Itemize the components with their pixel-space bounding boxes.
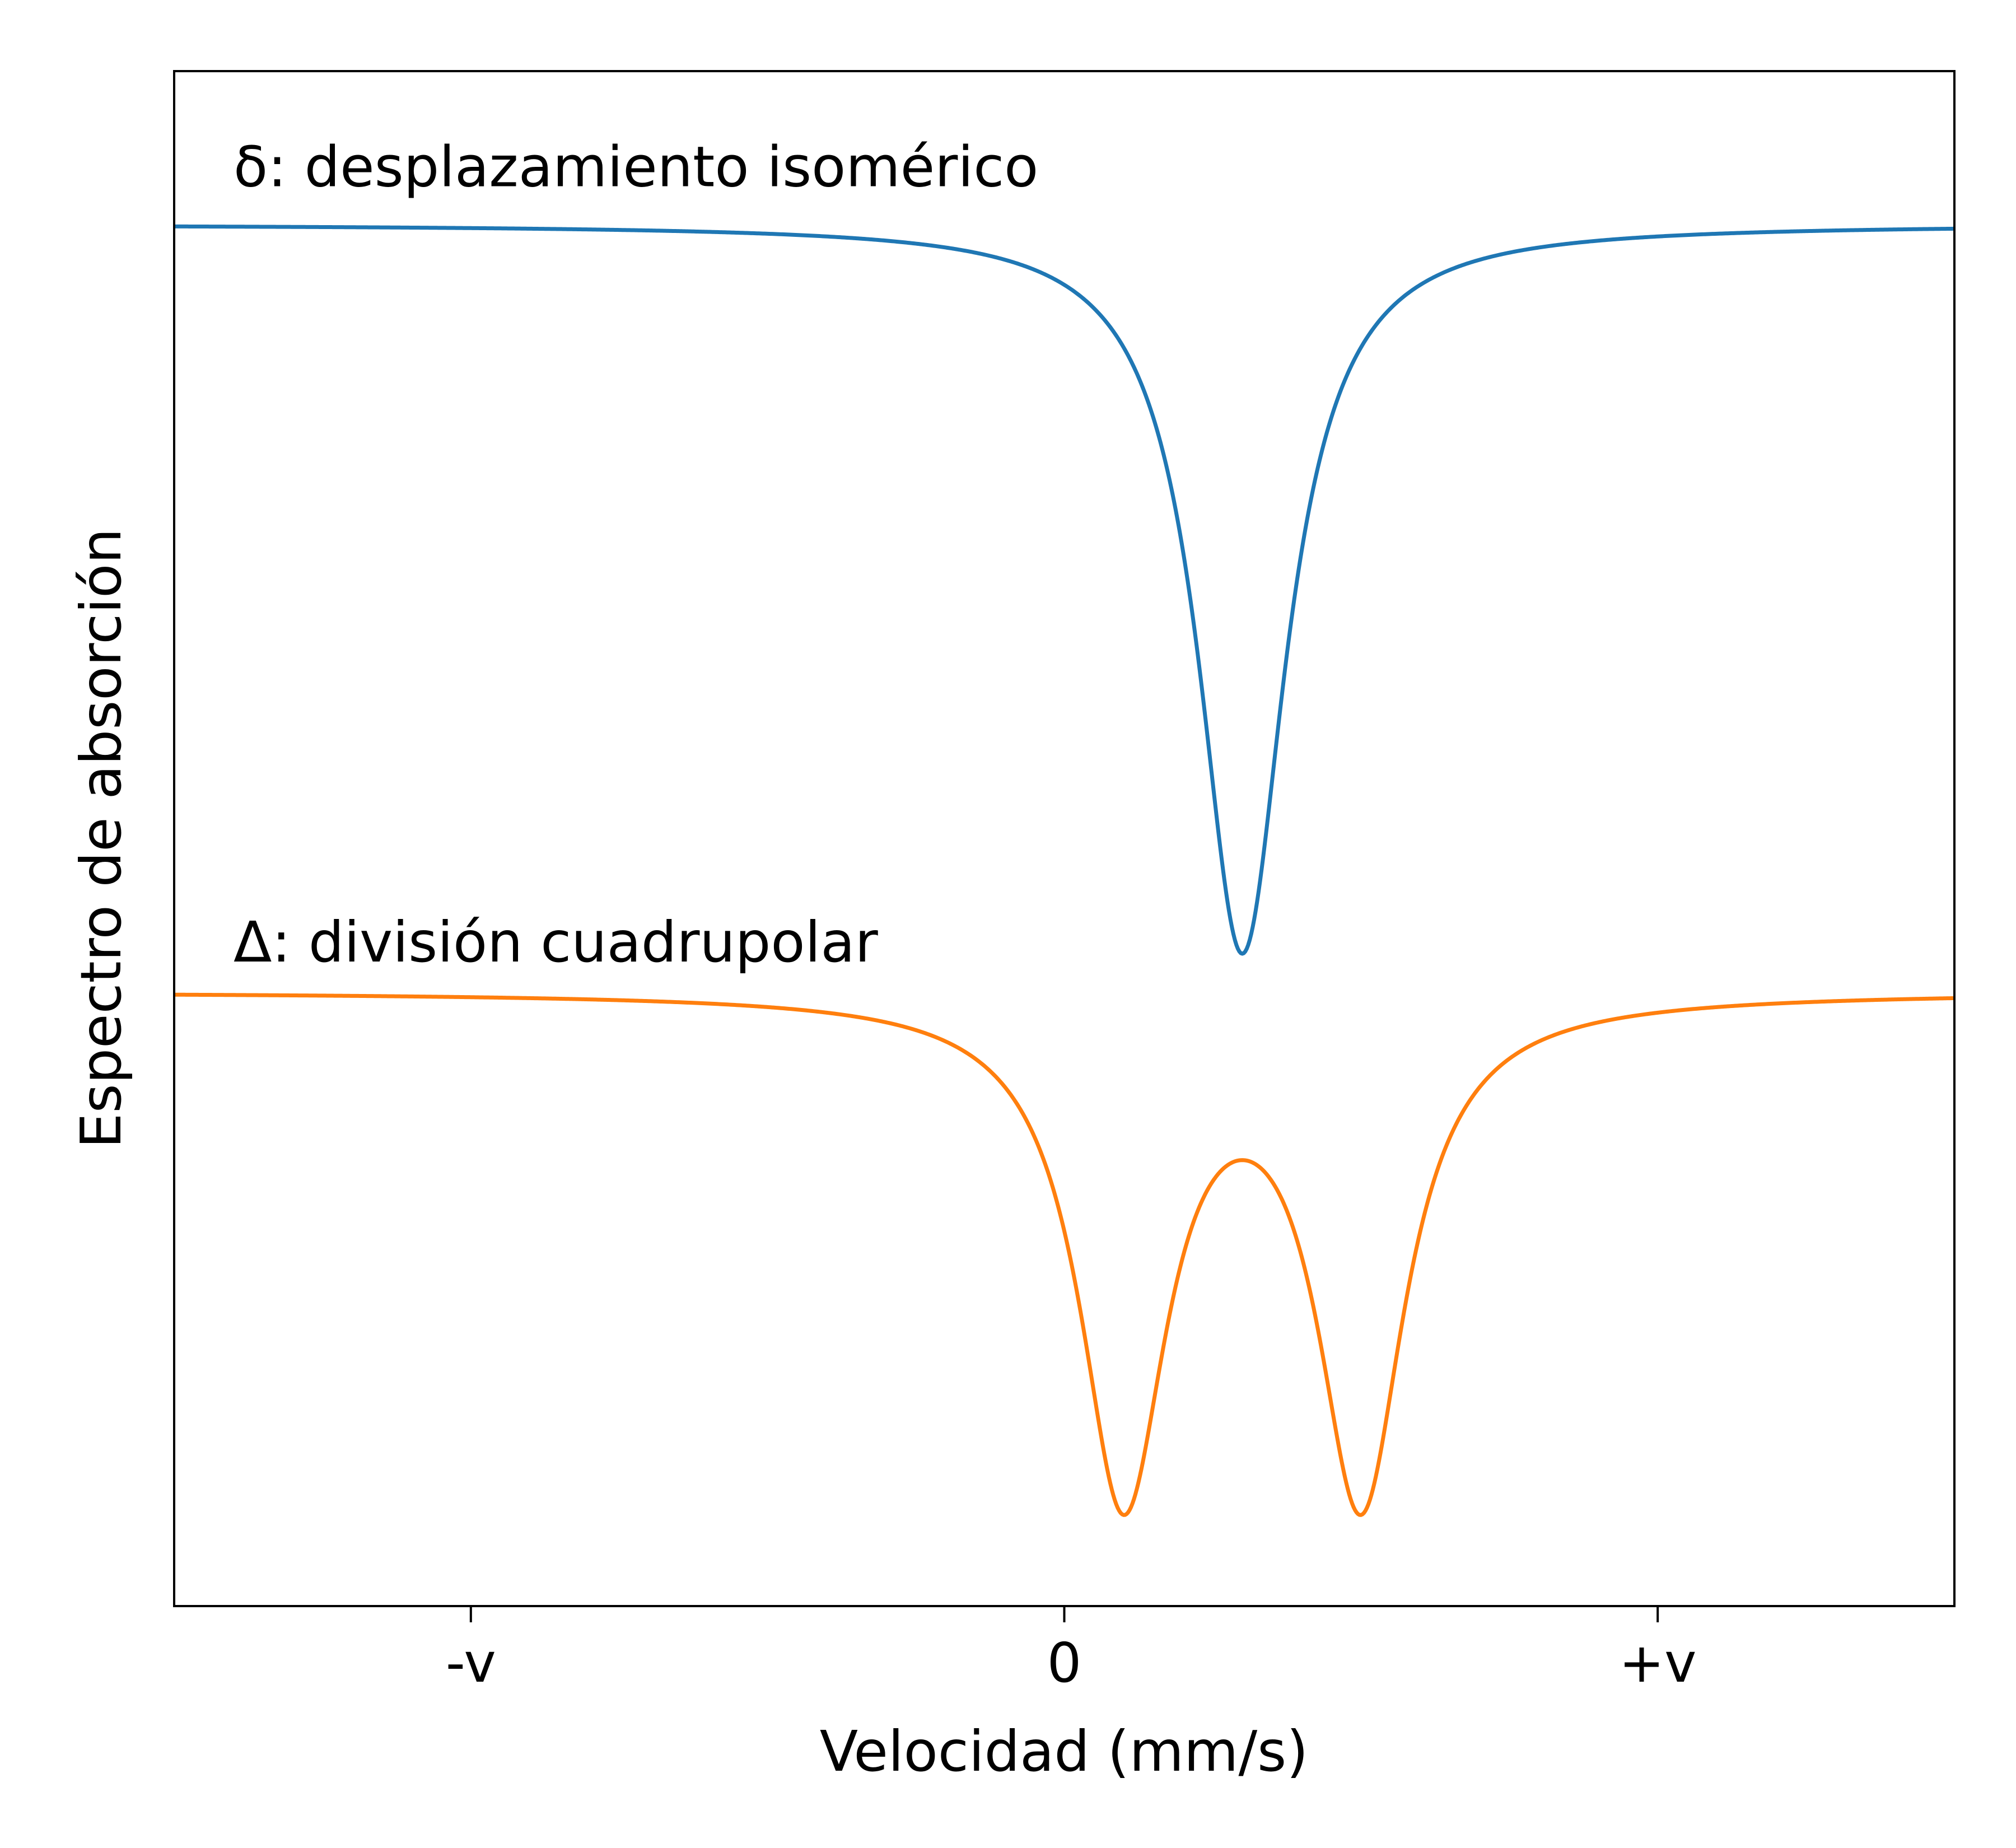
x-tick-label-2: +v — [1619, 1631, 1697, 1695]
x-tick-label-0: -v — [446, 1631, 496, 1695]
x-axis-ticks: -v 0 +v — [446, 1606, 1697, 1695]
annotation-quadrupole-splitting: Δ: división cuadrupolar — [234, 909, 879, 975]
x-tick-label-1: 0 — [1047, 1631, 1082, 1695]
y-axis-label: Espectro de absorción — [68, 528, 134, 1148]
series-layer — [174, 224, 1955, 1517]
x-axis-label: Velocidad (mm/s) — [820, 1719, 1309, 1784]
series-line-1 — [174, 992, 1955, 1517]
annotation-isomer-shift: δ: desplazamiento isomérico — [234, 134, 1038, 200]
series-line-0 — [174, 224, 1955, 956]
